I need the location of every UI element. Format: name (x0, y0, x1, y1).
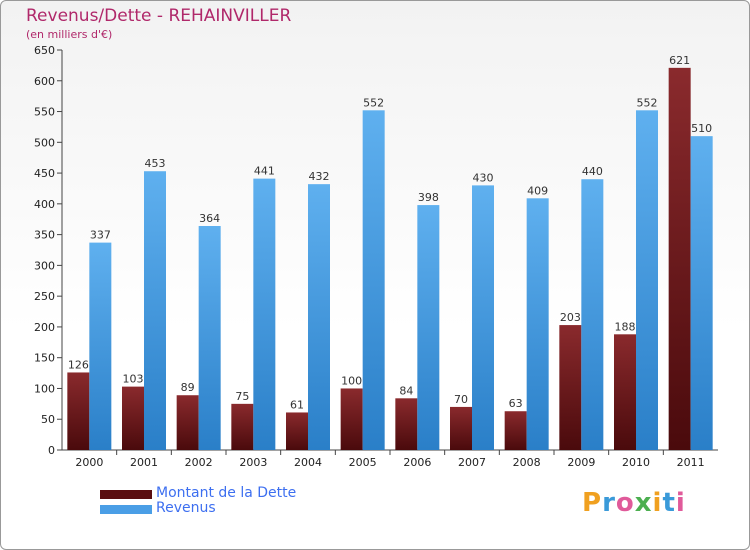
bar-revenus (690, 136, 713, 450)
chart-subtitle: (en milliers d'€) (26, 28, 113, 41)
x-tick-label: 2003 (239, 456, 267, 469)
data-label: 364 (199, 212, 220, 225)
bar-revenus (308, 184, 330, 450)
y-tick-label: 150 (34, 352, 55, 365)
data-label: 552 (637, 96, 658, 109)
x-tick-label: 2001 (130, 456, 158, 469)
bar-revenus (144, 171, 166, 450)
x-tick-label: 2002 (185, 456, 213, 469)
legend-swatch-revenus (100, 505, 152, 514)
y-tick-label: 500 (34, 136, 55, 149)
y-tick-label: 250 (34, 290, 55, 303)
bar-revenus (417, 205, 440, 450)
axes: 0 50 100 150 200 250 300 350 400 450 500 550 600 650 2… (34, 44, 718, 469)
y-tick-label: 450 (34, 167, 55, 180)
data-label: 621 (669, 54, 690, 67)
chart-title: Revenus/Dette - REHAINVILLER (26, 6, 292, 26)
x-tick-label: 2011 (677, 456, 705, 469)
logo-letter: P (582, 488, 603, 518)
y-tick-label: 100 (34, 382, 55, 395)
x-tick-label: 2008 (513, 456, 541, 469)
x-tick-label: 2000 (75, 456, 103, 469)
legend-swatch-dette (100, 490, 152, 499)
bar-dette (668, 67, 691, 450)
data-label: 84 (399, 384, 413, 397)
logo-letter: r (602, 488, 616, 518)
logo-letter: x (634, 488, 653, 518)
y-tick-label: 300 (34, 259, 55, 272)
data-label: 453 (145, 157, 166, 170)
bar-revenus (472, 185, 494, 450)
bars (67, 67, 713, 451)
bar-revenus (362, 110, 385, 451)
data-label: 441 (254, 165, 275, 178)
bar-dette (122, 386, 144, 450)
bar-dette (286, 412, 308, 450)
data-label: 203 (560, 311, 581, 324)
y-tick-label: 0 (48, 444, 55, 457)
bar-dette (504, 411, 527, 450)
logo-letter: i (652, 488, 663, 518)
data-label: 103 (123, 373, 144, 386)
data-label: 430 (473, 171, 494, 184)
x-tick-label: 2010 (622, 456, 650, 469)
bar-dette (176, 395, 199, 450)
data-label: 126 (68, 358, 89, 371)
bar-revenus (253, 178, 276, 450)
data-label: 100 (341, 374, 362, 387)
bar-revenus (89, 242, 112, 450)
bar-dette (450, 406, 472, 450)
data-labels: 126 103 89 75 61 100 84 70 63 203 188 621 337 453 364 4… (68, 54, 712, 412)
data-label: 398 (418, 191, 439, 204)
y-tick-label: 200 (34, 321, 55, 334)
bar-revenus (581, 179, 604, 450)
y-tick-label: 600 (34, 75, 55, 88)
legend-label-revenus: Revenus (156, 500, 216, 516)
data-label: 337 (90, 229, 111, 242)
bar-dette (395, 398, 418, 450)
data-label: 552 (363, 96, 384, 109)
logo-letter: t (662, 488, 676, 518)
y-tick-label: 400 (34, 198, 55, 211)
x-tick-label: 2009 (567, 456, 595, 469)
bar-dette (231, 403, 254, 450)
data-label: 188 (615, 320, 636, 333)
y-tick-label: 50 (41, 413, 55, 426)
y-tick-label: 650 (34, 44, 55, 57)
data-label: 70 (454, 393, 468, 406)
logo-letter: i (675, 488, 686, 518)
data-label: 510 (691, 122, 712, 135)
legend-label-dette: Montant de la Dette (156, 485, 297, 501)
data-label: 75 (235, 390, 249, 403)
x-tick-label: 2006 (403, 456, 431, 469)
x-tick-label: 2005 (349, 456, 377, 469)
data-label: 63 (509, 397, 523, 410)
logo-letter: o (615, 488, 635, 518)
bar-dette (614, 334, 636, 450)
proxiti-logo: Proxiti (582, 488, 686, 518)
y-tick-label: 550 (34, 106, 55, 119)
data-label: 61 (290, 398, 304, 411)
data-label: 432 (309, 170, 330, 183)
x-tick-label: 2007 (458, 456, 486, 469)
data-label: 89 (181, 381, 195, 394)
bar-revenus (636, 110, 658, 451)
bar-dette (340, 388, 363, 450)
x-tick-label: 2004 (294, 456, 322, 469)
data-label: 440 (582, 165, 603, 178)
bar-dette (559, 325, 582, 450)
bar-revenus (198, 226, 221, 450)
bar-dette (67, 372, 90, 450)
y-tick-label: 350 (34, 229, 55, 242)
bar-revenus (526, 198, 549, 450)
data-label: 409 (527, 184, 548, 197)
